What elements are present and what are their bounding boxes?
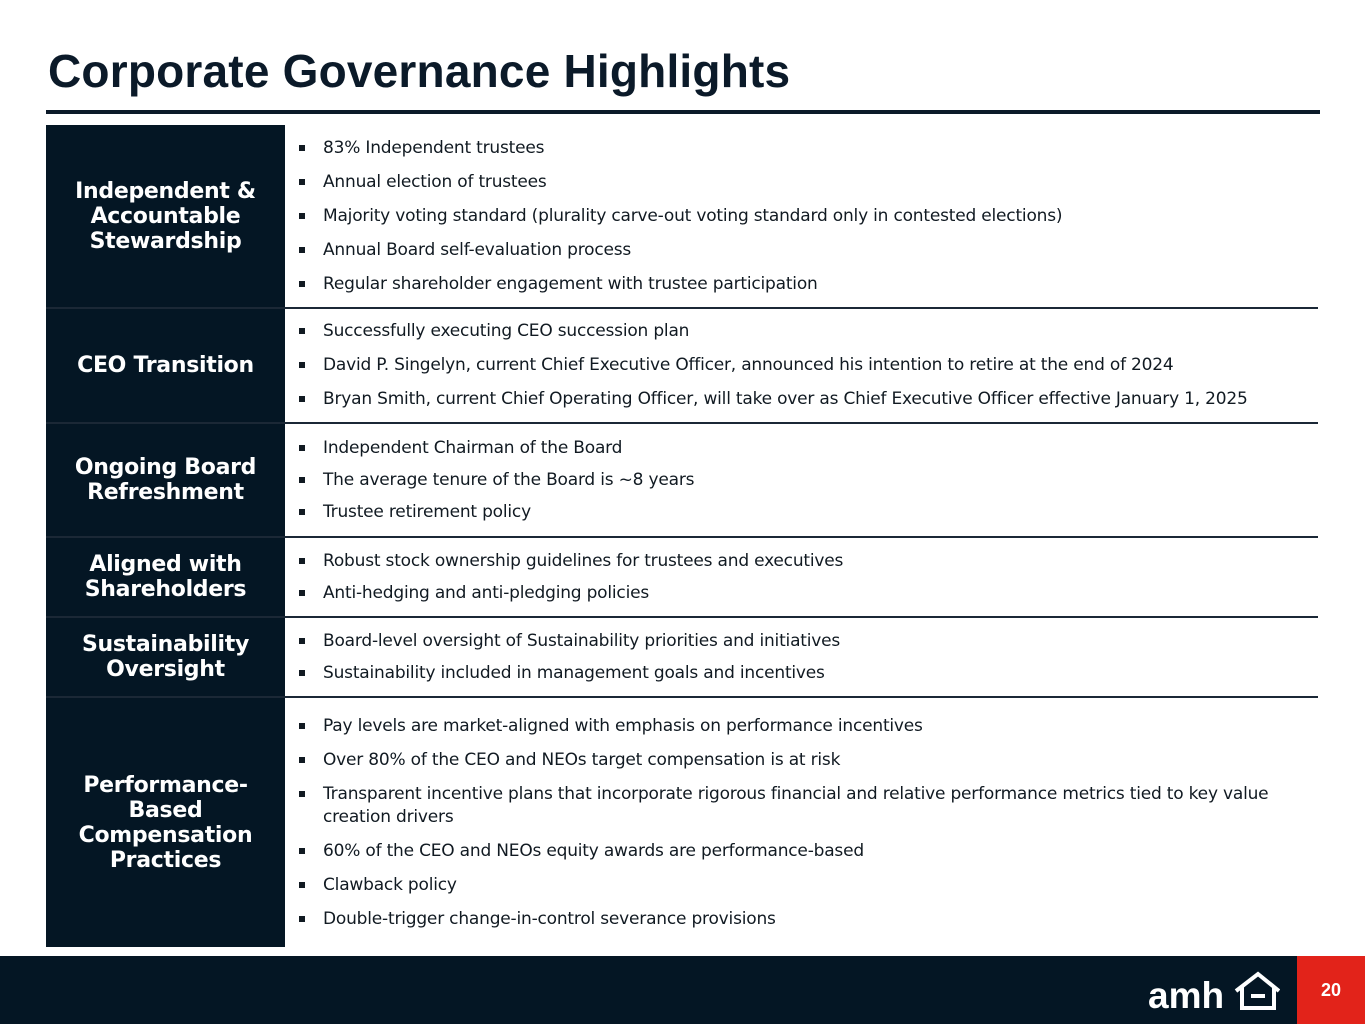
- governance-table: Independent & Accountable Stewardship 83…: [46, 125, 1318, 947]
- list-item: 83% Independent trustees: [299, 137, 1298, 160]
- square-bullet-icon: [299, 212, 305, 219]
- square-bullet-icon: [299, 444, 305, 451]
- square-bullet-icon: [299, 589, 305, 596]
- footer-bar: [0, 956, 1365, 1024]
- list-item: Clawback policy: [299, 874, 1298, 897]
- list-item: Annual Board self-evaluation process: [299, 239, 1298, 262]
- list-item: Double-trigger change-in-control severan…: [299, 908, 1298, 931]
- section-items: Board-level oversight of Sustainability …: [285, 618, 1318, 696]
- list-item: Board-level oversight of Sustainability …: [299, 630, 1298, 653]
- square-bullet-icon: [299, 178, 305, 185]
- square-bullet-icon: [299, 144, 305, 151]
- square-bullet-icon: [299, 847, 305, 854]
- square-bullet-icon: [299, 328, 305, 334]
- page-title: Corporate Governance Highlights: [48, 45, 791, 97]
- section-row-aligned-shareholders: Aligned with Shareholders Robust stock o…: [46, 538, 1318, 618]
- section-row-compensation: Performance-Based Compensation Practices…: [46, 698, 1318, 947]
- square-bullet-icon: [299, 557, 305, 564]
- list-item: The average tenure of the Board is ~8 ye…: [299, 469, 1298, 492]
- logo-text: amh: [1148, 975, 1224, 1014]
- section-label: Sustainability Oversight: [46, 618, 285, 696]
- square-bullet-icon: [299, 669, 305, 676]
- list-item: Anti-hedging and anti-pledging policies: [299, 582, 1298, 605]
- square-bullet-icon: [299, 637, 305, 644]
- square-bullet-icon: [299, 362, 305, 368]
- list-item: 60% of the CEO and NEOs equity awards ar…: [299, 840, 1298, 863]
- section-label: Aligned with Shareholders: [46, 538, 285, 616]
- section-row-board-refreshment: Ongoing Board Refreshment Independent Ch…: [46, 424, 1318, 538]
- section-items: Robust stock ownership guidelines for tr…: [285, 538, 1318, 616]
- list-item: Over 80% of the CEO and NEOs target comp…: [299, 749, 1298, 772]
- list-item: Successfully executing CEO succession pl…: [299, 320, 1298, 343]
- square-bullet-icon: [299, 722, 305, 729]
- house-icon: [1234, 971, 1280, 1010]
- square-bullet-icon: [299, 756, 305, 763]
- list-item: Independent Chairman of the Board: [299, 437, 1298, 460]
- square-bullet-icon: [299, 246, 305, 253]
- section-label: Performance-Based Compensation Practices: [46, 698, 285, 947]
- section-label: CEO Transition: [46, 309, 285, 422]
- square-bullet-icon: [299, 915, 305, 922]
- square-bullet-icon: [299, 280, 305, 287]
- square-bullet-icon: [299, 881, 305, 888]
- section-items: Pay levels are market-aligned with empha…: [285, 698, 1318, 947]
- list-item: Regular shareholder engagement with trus…: [299, 273, 1298, 296]
- section-label: Ongoing Board Refreshment: [46, 424, 285, 536]
- section-items: Successfully executing CEO succession pl…: [285, 309, 1318, 422]
- list-item: Robust stock ownership guidelines for tr…: [299, 550, 1298, 573]
- section-label: Independent & Accountable Stewardship: [46, 125, 285, 307]
- list-item: Annual election of trustees: [299, 171, 1298, 194]
- section-row-sustainability: Sustainability Oversight Board-level ove…: [46, 618, 1318, 698]
- list-item: Sustainability included in management go…: [299, 662, 1298, 685]
- list-item: Bryan Smith, current Chief Operating Off…: [299, 388, 1298, 411]
- square-bullet-icon: [299, 790, 305, 797]
- section-items: 83% Independent trustees Annual election…: [285, 125, 1318, 307]
- list-item: Trustee retirement policy: [299, 501, 1298, 524]
- list-item: Majority voting standard (plurality carv…: [299, 205, 1298, 228]
- list-item: David P. Singelyn, current Chief Executi…: [299, 354, 1298, 377]
- square-bullet-icon: [299, 508, 305, 515]
- section-items: Independent Chairman of the Board The av…: [285, 424, 1318, 536]
- list-item: Pay levels are market-aligned with empha…: [299, 715, 1298, 738]
- amh-logo: amh: [1148, 971, 1280, 1014]
- section-row-ceo-transition: CEO Transition Successfully executing CE…: [46, 309, 1318, 424]
- page-number: 20: [1297, 956, 1365, 1024]
- square-bullet-icon: [299, 396, 305, 402]
- title-divider: [46, 110, 1320, 114]
- square-bullet-icon: [299, 476, 305, 483]
- section-row-stewardship: Independent & Accountable Stewardship 83…: [46, 125, 1318, 309]
- list-item: Transparent incentive plans that incorpo…: [299, 783, 1298, 829]
